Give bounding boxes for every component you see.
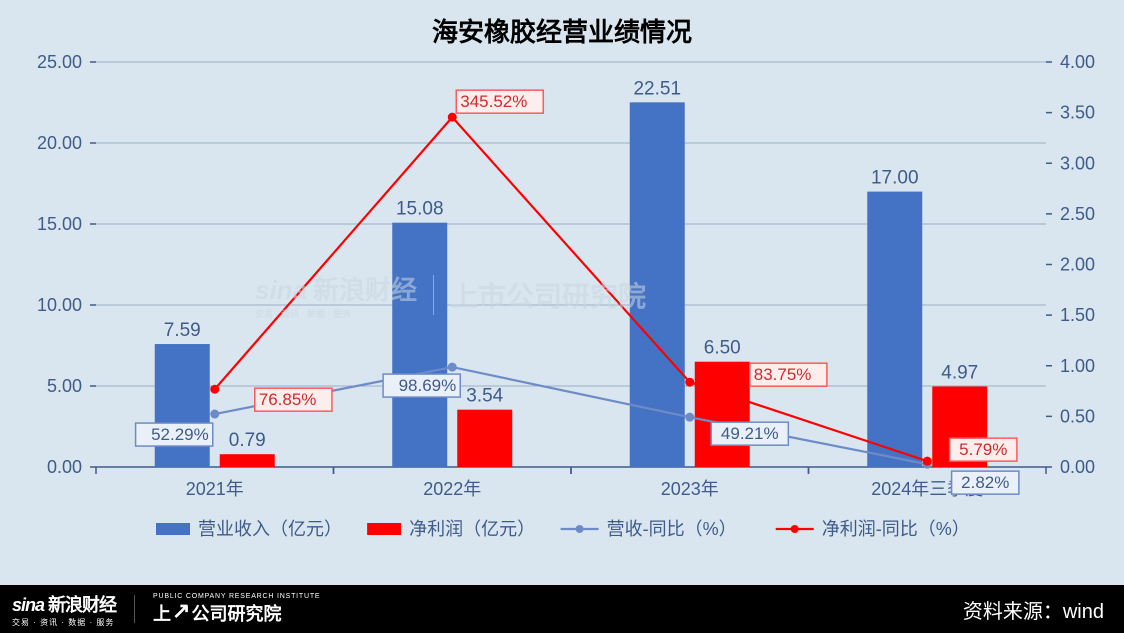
svg-text:2023年: 2023年 [661, 479, 719, 499]
svg-text:3.54: 3.54 [466, 386, 503, 407]
svg-text:345.52%: 345.52% [460, 92, 527, 111]
svg-text:6.50: 6.50 [704, 338, 741, 359]
chart-svg: 0.00 5.00 10.00 15.00 20.00 25.00 0.00 0.50 1.00… [0, 0, 1124, 585]
svg-text:0.50: 0.50 [1060, 406, 1095, 426]
svg-text:2.50: 2.50 [1060, 204, 1095, 224]
institute-cn-p2: 公司研究院 [191, 600, 281, 626]
svg-text:5.00: 5.00 [47, 376, 82, 396]
svg-text:2.00: 2.00 [1060, 255, 1095, 275]
footer-bar: sina 新浪财经 交易 · 资讯 · 数据 · 服务 PUBLIC COMPA… [0, 585, 1124, 633]
footer-logos: sina 新浪财经 交易 · 资讯 · 数据 · 服务 PUBLIC COMPA… [12, 591, 320, 628]
svg-text:4.97: 4.97 [941, 362, 978, 383]
chart-container: 海安橡胶经营业绩情况 0.005.0010.0015.0020.0025.000… [0, 0, 1124, 585]
svg-text:2022年: 2022年 [423, 479, 481, 499]
svg-text:净利润-同比（%）: 净利润-同比（%） [822, 519, 970, 539]
svg-text:营业收入（亿元）: 营业收入（亿元） [198, 519, 342, 539]
svg-text:营收-同比（%）: 营收-同比（%） [607, 519, 737, 539]
sina-sub: 交易 · 资讯 · 数据 · 服务 [12, 617, 116, 628]
sina-logo: sina 新浪财经 交易 · 资讯 · 数据 · 服务 [12, 591, 116, 628]
institute-logo: PUBLIC COMPANY RESEARCH INSTITUTE 上 ↗ 公司… [153, 593, 320, 626]
svg-text:1.00: 1.00 [1060, 356, 1095, 376]
source-label: 资料来源：wind [963, 595, 1112, 624]
svg-text:17.00: 17.00 [871, 168, 919, 189]
sina-brand: sina [12, 595, 44, 616]
sina-cn: 新浪财经 [48, 591, 116, 617]
svg-text:25.00: 25.00 [37, 52, 82, 72]
svg-text:0.00: 0.00 [47, 457, 82, 477]
svg-text:0.79: 0.79 [229, 430, 266, 451]
institute-cn-p1: 上 [153, 600, 171, 626]
svg-text:15.08: 15.08 [396, 199, 444, 220]
svg-text:49.21%: 49.21% [721, 424, 779, 443]
svg-text:2.82%: 2.82% [961, 473, 1009, 492]
svg-text:0.00: 0.00 [1060, 457, 1095, 477]
svg-text:20.00: 20.00 [37, 133, 82, 153]
footer-divider [134, 595, 135, 623]
svg-text:98.69%: 98.69% [399, 376, 457, 395]
svg-text:76.85%: 76.85% [259, 390, 317, 409]
svg-text:15.00: 15.00 [37, 214, 82, 234]
svg-text:22.51: 22.51 [633, 78, 681, 99]
svg-text:5.79%: 5.79% [959, 440, 1007, 459]
up-arrow-icon: ↗ [172, 598, 190, 624]
svg-text:2021年: 2021年 [186, 479, 244, 499]
svg-text:3.00: 3.00 [1060, 153, 1095, 173]
svg-text:83.75%: 83.75% [754, 365, 812, 384]
svg-text:净利润（亿元）: 净利润（亿元） [409, 519, 535, 539]
svg-text:10.00: 10.00 [37, 295, 82, 315]
svg-text:7.59: 7.59 [164, 320, 201, 341]
svg-text:4.00: 4.00 [1060, 52, 1095, 72]
svg-text:3.50: 3.50 [1060, 103, 1095, 123]
svg-text:1.50: 1.50 [1060, 305, 1095, 325]
svg-text:52.29%: 52.29% [151, 425, 209, 444]
